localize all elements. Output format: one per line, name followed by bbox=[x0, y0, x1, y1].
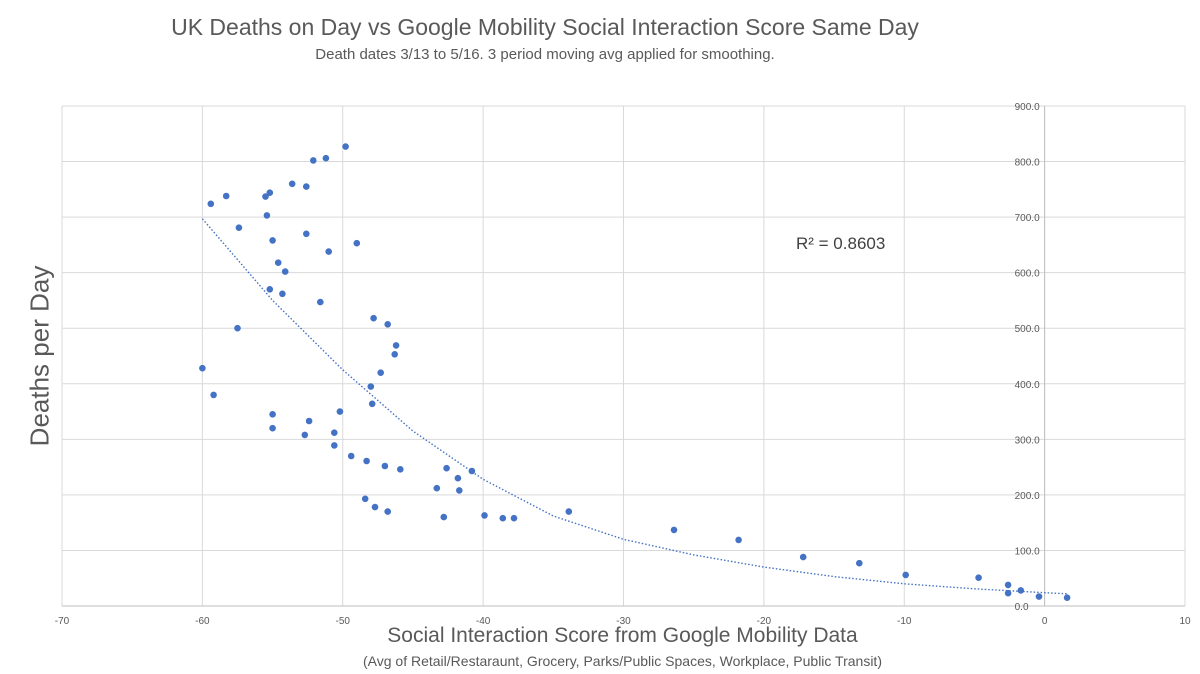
r-squared-label: R² = 0.8603 bbox=[796, 234, 885, 253]
y-tick-label: 0.0 bbox=[1015, 602, 1029, 613]
x-tick-labels: -70 -60 -50 -40 -30 -20 -10 0 10 bbox=[55, 616, 1191, 627]
data-point bbox=[454, 474, 462, 482]
y-tick-label: 300.0 bbox=[1015, 435, 1040, 446]
x-axis-label: Social Interaction Score from Google Mob… bbox=[387, 624, 858, 647]
y-tick-label: 900.0 bbox=[1015, 102, 1040, 113]
data-point bbox=[856, 559, 863, 567]
data-point bbox=[902, 571, 909, 579]
x-tick-label: -40 bbox=[476, 616, 491, 627]
trendline bbox=[201, 218, 1068, 595]
data-point bbox=[440, 513, 448, 521]
data-point bbox=[1004, 581, 1012, 589]
data-point bbox=[342, 143, 349, 150]
x-axis-sublabel: (Avg of Retail/Restaraunt, Grocery, Park… bbox=[363, 653, 882, 669]
data-point bbox=[468, 467, 476, 475]
y-tick-label: 500.0 bbox=[1015, 324, 1040, 335]
data-point bbox=[1063, 594, 1071, 601]
data-point bbox=[305, 417, 313, 425]
data-point bbox=[347, 452, 355, 460]
data-point bbox=[975, 574, 982, 581]
data-point bbox=[301, 431, 309, 439]
data-point bbox=[565, 508, 573, 515]
data-point bbox=[269, 411, 276, 418]
data-point bbox=[363, 457, 370, 465]
data-point bbox=[222, 192, 230, 200]
x-tick-label: -60 bbox=[195, 616, 210, 627]
data-point bbox=[263, 212, 271, 219]
y-tick-label: 200.0 bbox=[1015, 491, 1040, 502]
data-point bbox=[336, 408, 344, 415]
data-point bbox=[274, 259, 282, 267]
data-point bbox=[235, 224, 243, 231]
trendline-group bbox=[201, 218, 1068, 595]
data-point bbox=[510, 514, 518, 522]
y-tick-labels: 0.0 100.0 200.0 300.0 400.0 500.0 600.0 700.0 80… bbox=[1015, 102, 1040, 613]
chart-axes bbox=[62, 106, 1185, 607]
data-point bbox=[325, 248, 333, 255]
data-point bbox=[377, 369, 385, 377]
data-point bbox=[281, 268, 289, 275]
annotations: R² = 0.8603 bbox=[796, 234, 885, 253]
data-point bbox=[361, 495, 369, 503]
data-point bbox=[269, 424, 276, 432]
chart-title: UK Deaths on Day vs Google Mobility Soci… bbox=[171, 14, 919, 40]
data-point bbox=[433, 484, 441, 492]
y-tick-label: 800.0 bbox=[1015, 158, 1040, 169]
data-point bbox=[384, 321, 392, 328]
data-point bbox=[262, 193, 269, 200]
data-point bbox=[331, 442, 338, 449]
data-point bbox=[443, 464, 450, 472]
data-point bbox=[353, 239, 361, 247]
data-point bbox=[384, 508, 392, 515]
y-tick-label: 400.0 bbox=[1015, 380, 1040, 391]
data-point bbox=[368, 400, 376, 408]
x-tick-label: -20 bbox=[757, 616, 772, 627]
data-point bbox=[210, 391, 217, 399]
data-point bbox=[322, 154, 330, 162]
data-point bbox=[288, 180, 296, 188]
data-point bbox=[310, 157, 317, 164]
data-point bbox=[279, 290, 286, 298]
x-tick-label: -30 bbox=[616, 616, 631, 627]
data-point bbox=[1017, 587, 1025, 594]
data-point bbox=[317, 298, 324, 306]
data-point bbox=[266, 286, 274, 293]
data-point bbox=[670, 526, 678, 534]
data-point bbox=[199, 364, 206, 372]
data-points bbox=[199, 143, 1071, 601]
data-point bbox=[381, 462, 389, 470]
data-point bbox=[481, 512, 488, 519]
chart-subtitle: Death dates 3/13 to 5/16. 3 period movin… bbox=[315, 46, 775, 63]
data-point bbox=[799, 553, 807, 561]
vertical-gridlines bbox=[61, 106, 1186, 606]
y-tick-label: 600.0 bbox=[1015, 269, 1040, 280]
data-point bbox=[303, 183, 310, 190]
data-point bbox=[371, 503, 379, 511]
data-point bbox=[370, 314, 377, 322]
x-tick-label: -70 bbox=[55, 616, 70, 627]
x-tick-label: -50 bbox=[336, 616, 351, 627]
data-point bbox=[1035, 593, 1043, 600]
data-point bbox=[735, 536, 742, 544]
data-point bbox=[392, 342, 400, 349]
data-point bbox=[391, 351, 399, 358]
y-tick-label: 700.0 bbox=[1015, 213, 1040, 224]
x-tick-label: 10 bbox=[1179, 616, 1191, 627]
x-tick-label: 0 bbox=[1042, 616, 1048, 627]
x-tick-label: -10 bbox=[897, 616, 912, 627]
data-point bbox=[397, 466, 404, 473]
data-point bbox=[269, 237, 276, 244]
data-point bbox=[266, 189, 274, 196]
data-point bbox=[234, 324, 241, 332]
data-point bbox=[1004, 589, 1012, 597]
data-point bbox=[367, 383, 375, 390]
data-point bbox=[207, 200, 215, 208]
data-point bbox=[331, 429, 338, 437]
data-point bbox=[303, 230, 310, 238]
y-tick-label: 100.0 bbox=[1015, 546, 1040, 557]
data-point bbox=[499, 514, 507, 522]
data-point bbox=[456, 487, 463, 494]
